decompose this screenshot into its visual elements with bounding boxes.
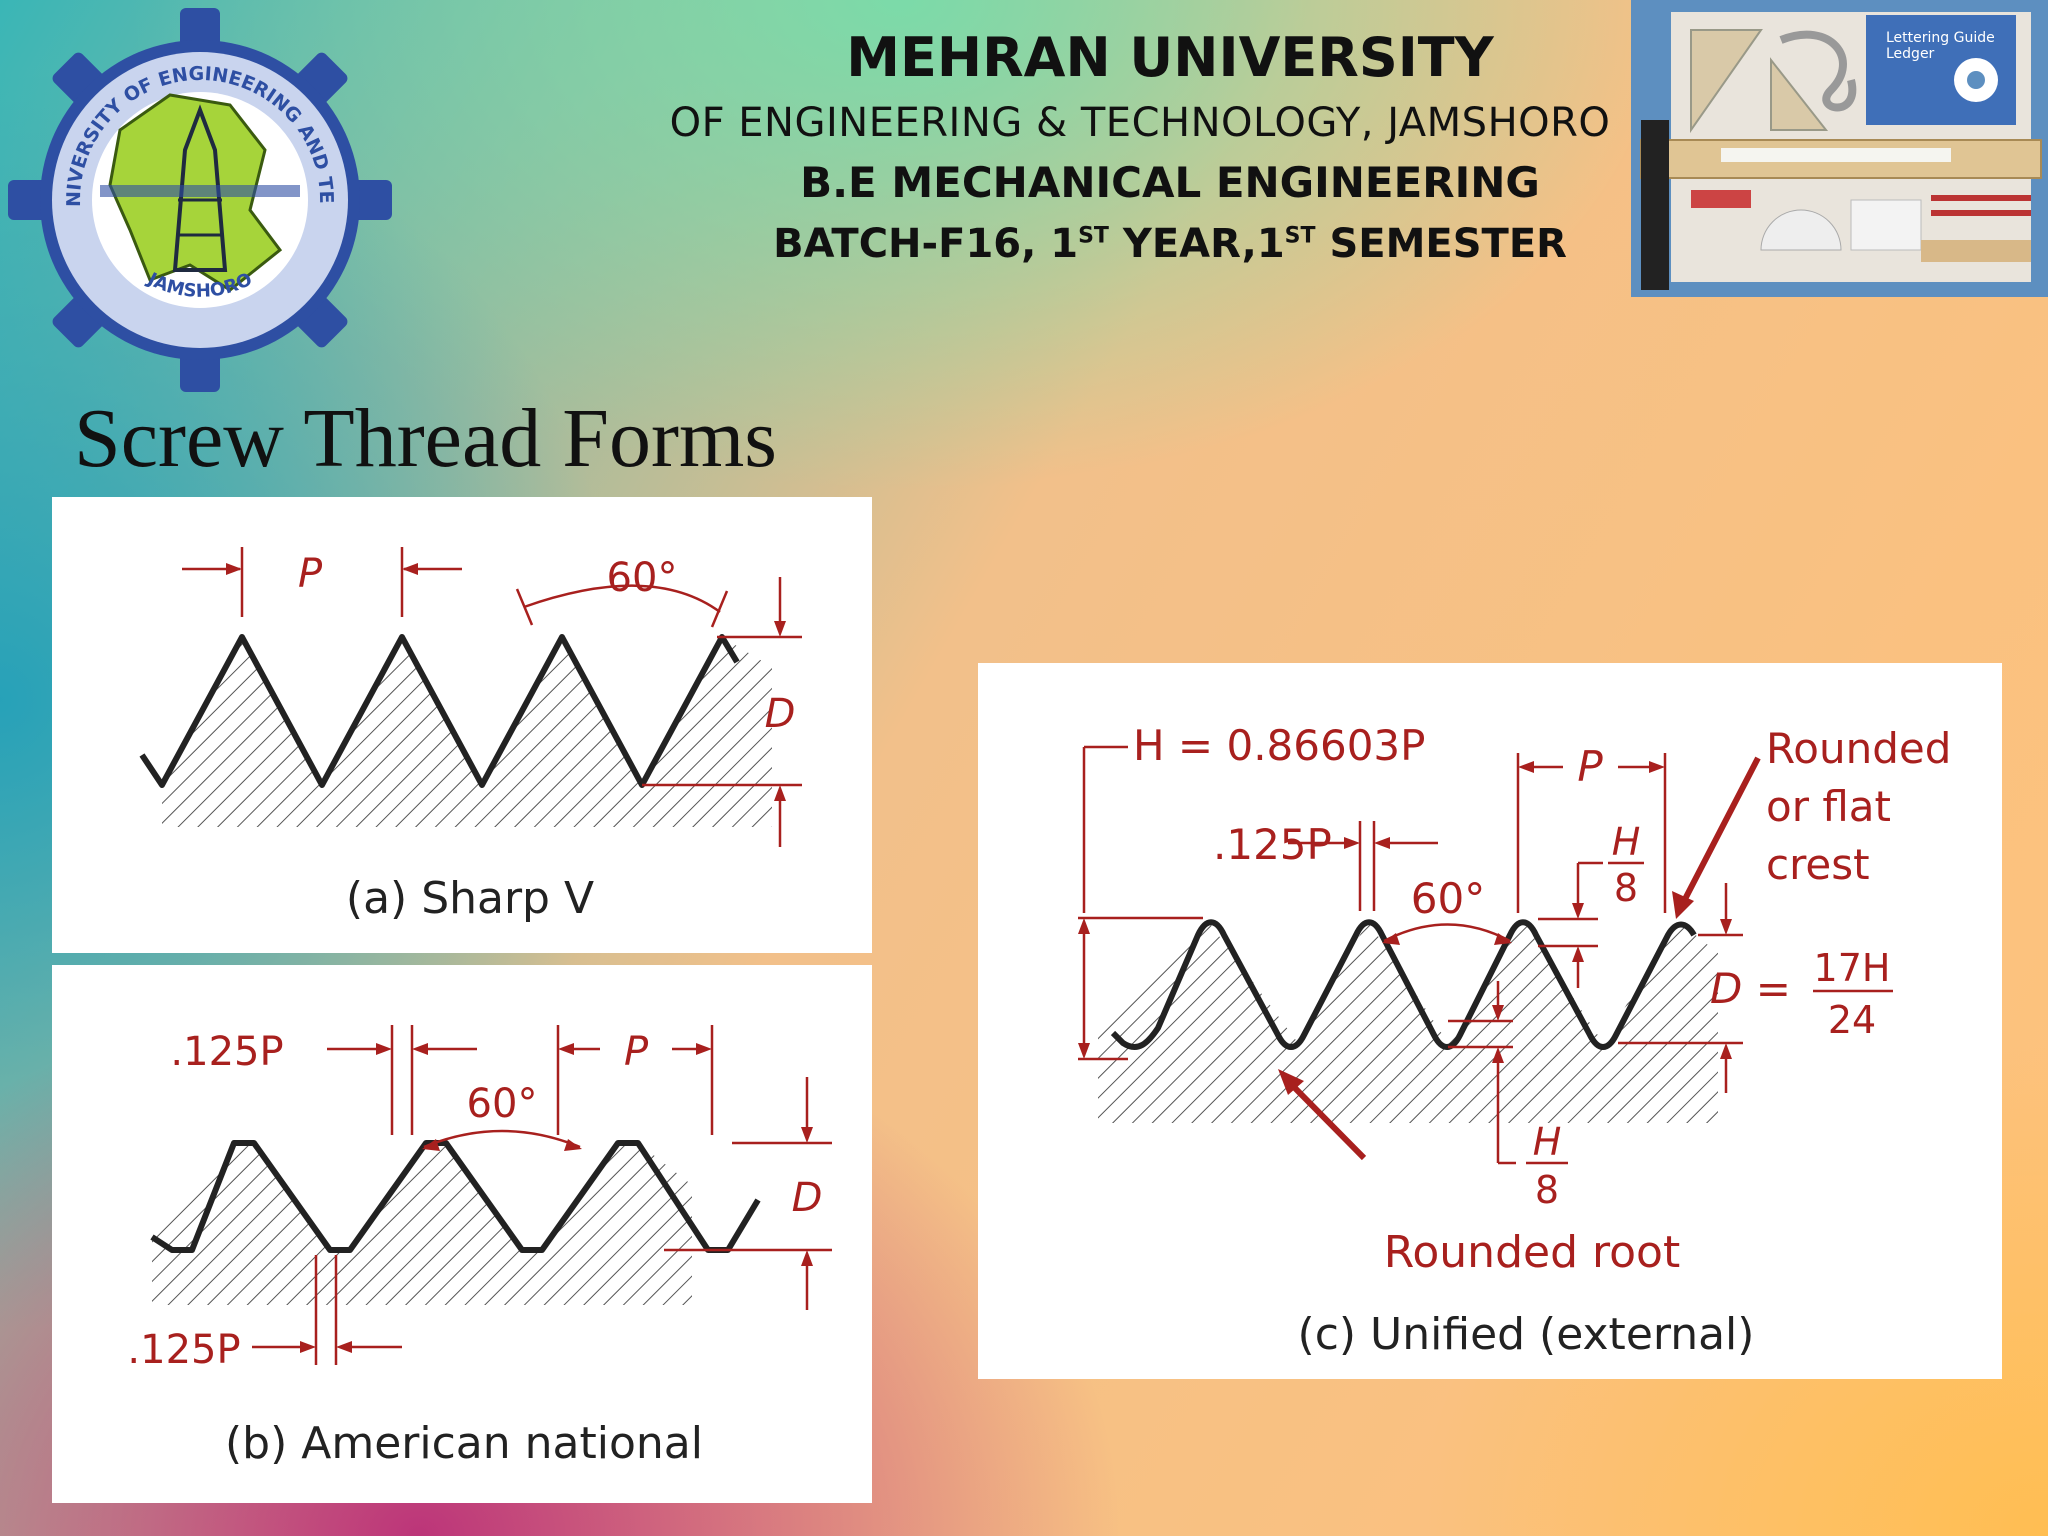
photo-box-label-2: Ledger: [1886, 46, 1935, 62]
caption-c: (c) Unified (external): [1298, 1309, 1755, 1360]
diagram-unified-external: H = 0.86603P .125P 60° P H 8 Rounded: [978, 663, 2002, 1379]
flat-label-c: .125P: [1213, 820, 1332, 869]
caption-a: (a) Sharp V: [346, 873, 594, 924]
flat-bottom-label-b: .125P: [127, 1327, 240, 1373]
root-h-num: H: [1533, 1120, 1562, 1164]
pitch-label-a: P: [298, 551, 323, 597]
depth-num-c: 17H: [1814, 946, 1891, 990]
batch-info: BATCH-F16, 1ST YEAR,1ST SEMESTER: [773, 221, 1567, 267]
university-logo: MEHRAN UNIVERSITY OF ENGINEERING AND TEC…: [0, 0, 392, 392]
crest-note-3: crest: [1766, 840, 1870, 889]
angle-label-a: 60°: [607, 555, 678, 601]
crest-h-num: H: [1612, 820, 1641, 864]
root-note: Rounded root: [1384, 1227, 1680, 1278]
height-label-c: H = 0.86603P: [1133, 721, 1425, 770]
photo-box-label-1: Lettering Guide: [1886, 30, 1995, 46]
diagram-sharp-v: P 60° D (a) Sharp V: [52, 497, 872, 953]
depth-den-c: 24: [1828, 998, 1876, 1042]
depth-label-c: D =: [1710, 964, 1791, 1013]
header: MEHRAN UNIVERSITY OF ENGINEERING & TECHN…: [600, 22, 1680, 274]
university-name: MEHRAN UNIVERSITY: [846, 26, 1494, 89]
pitch-label-c: P: [1577, 742, 1603, 791]
drafting-tools-photo: Lettering Guide Ledger: [1631, 0, 2048, 297]
pitch-label-b: P: [624, 1029, 649, 1075]
caption-b: (b) American national: [225, 1418, 703, 1469]
program-name: B.E MECHANICAL ENGINEERING: [800, 158, 1540, 207]
crest-note-1: Rounded: [1766, 724, 1951, 773]
thread-profile-c: [1110, 919, 1697, 1050]
thread-profile-a: [139, 634, 740, 788]
angle-label-b: 60°: [467, 1081, 538, 1127]
depth-label-b: D: [792, 1175, 823, 1221]
crest-note-2: or flat: [1766, 782, 1891, 831]
root-h-den: 8: [1535, 1168, 1559, 1212]
flat-top-label-b: .125P: [170, 1029, 283, 1075]
slide-title: Screw Thread Forms: [74, 392, 777, 485]
angle-label-c: 60°: [1411, 874, 1485, 923]
crest-h-den: 8: [1614, 866, 1638, 910]
diagram-american-national: .125P P 60° D .125P (b) American nationa…: [52, 965, 872, 1503]
depth-label-a: D: [765, 691, 796, 737]
university-subtitle: OF ENGINEERING & TECHNOLOGY, JAMSHORO: [669, 100, 1611, 146]
